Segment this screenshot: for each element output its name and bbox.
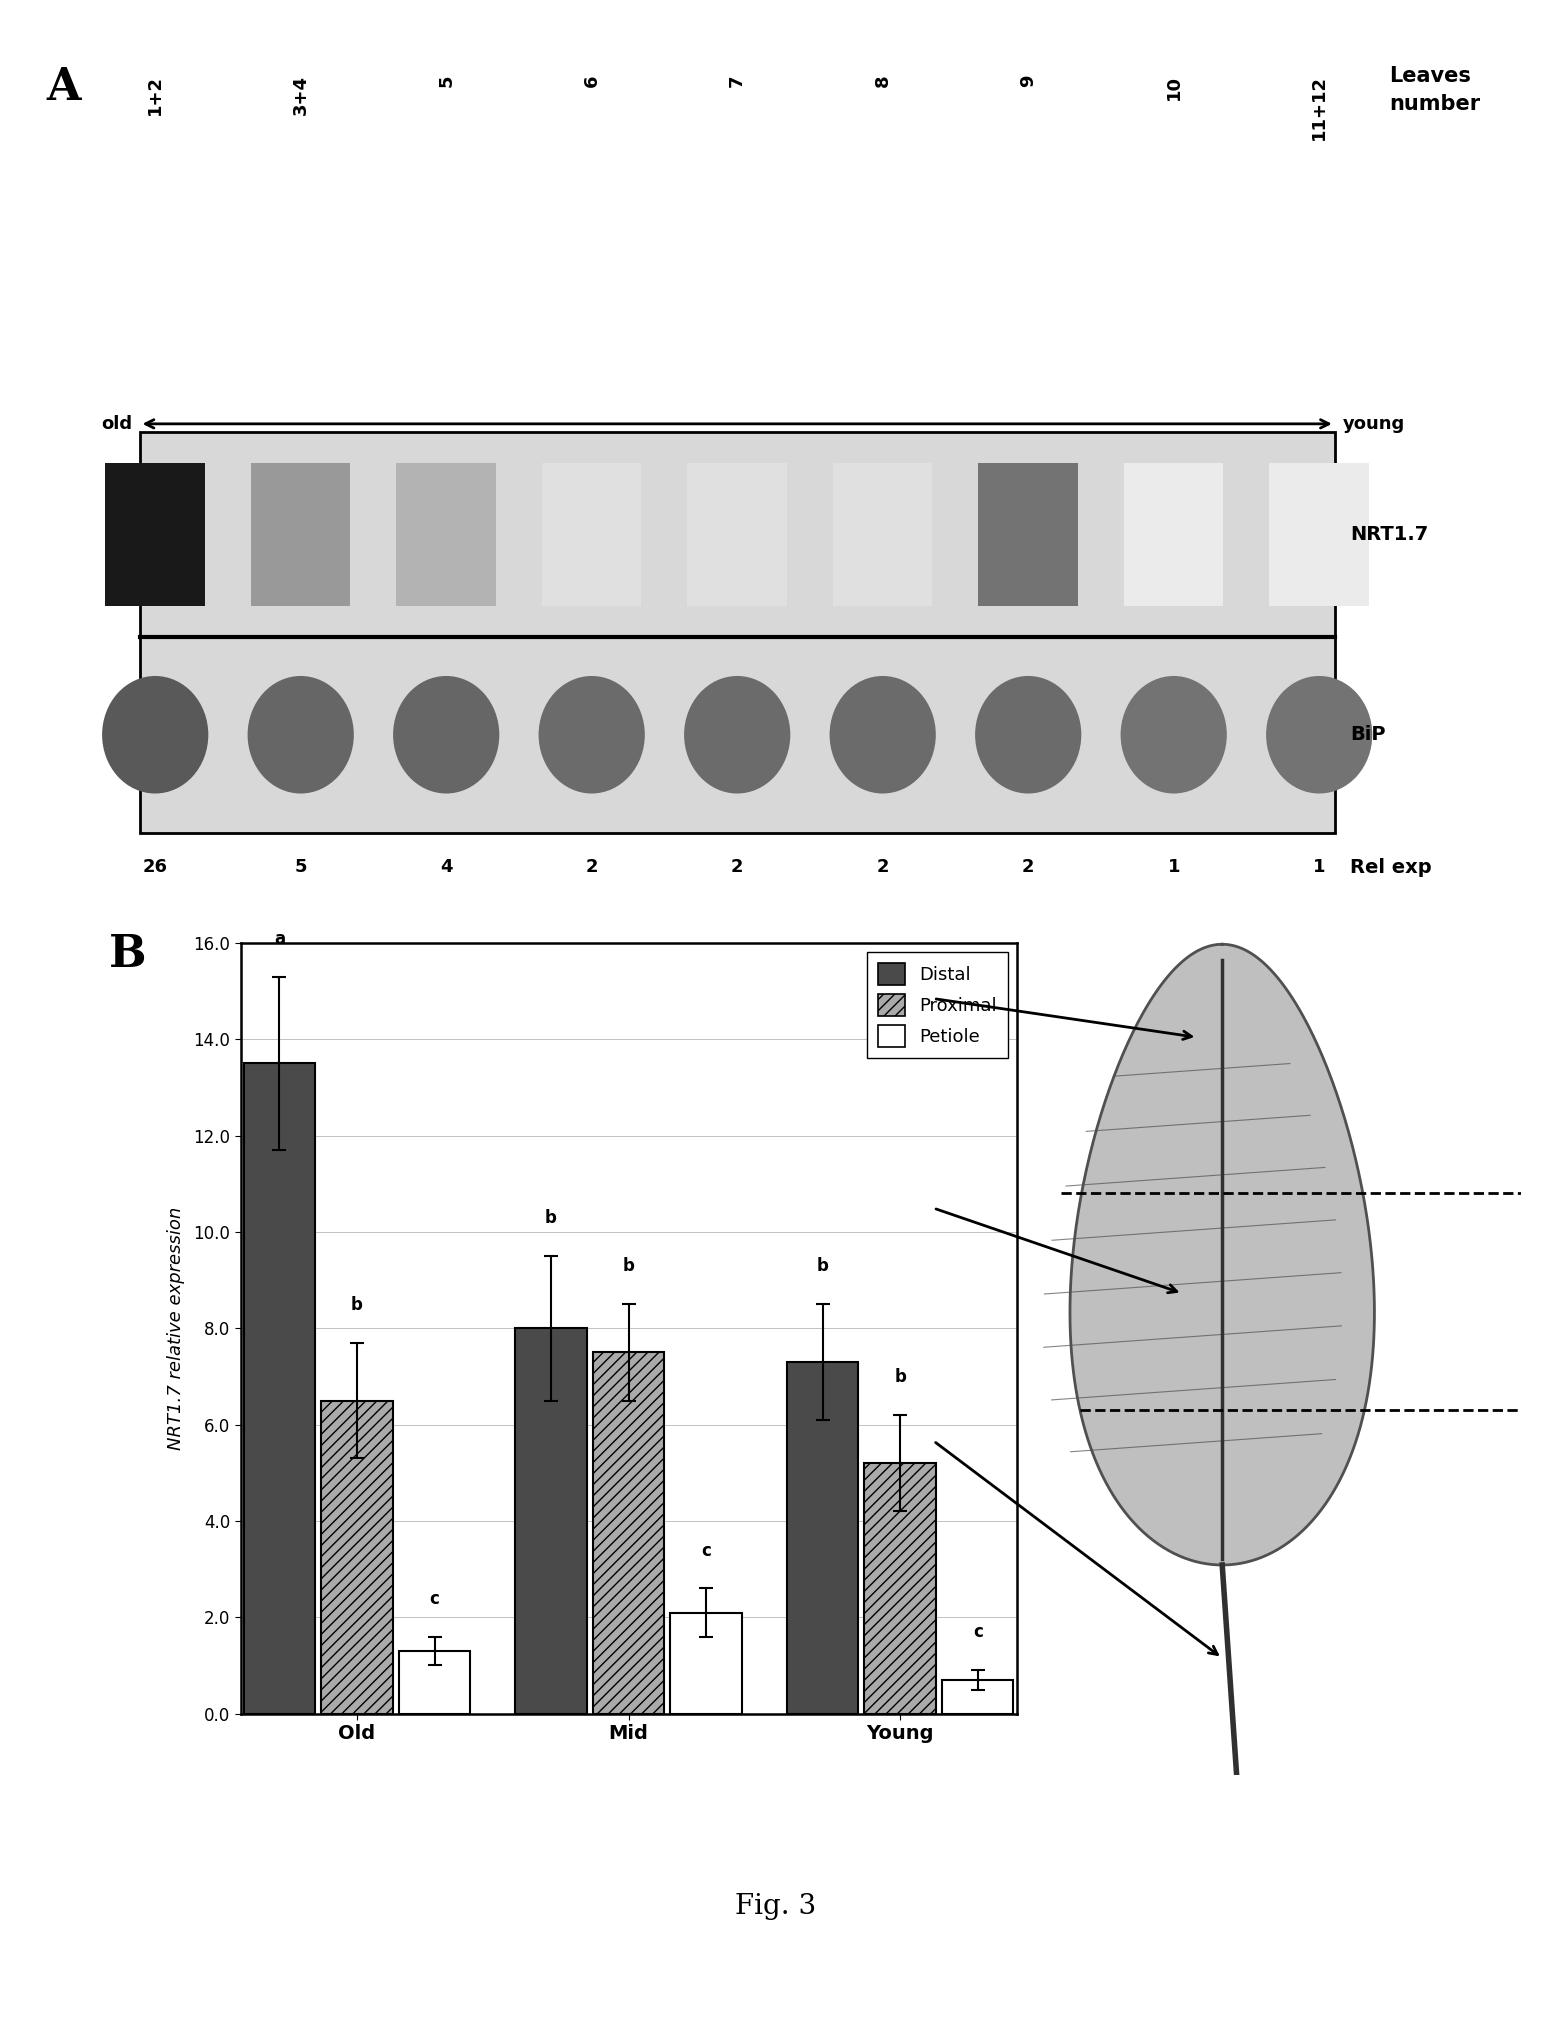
Bar xyxy=(251,462,351,606)
Text: 2: 2 xyxy=(731,858,743,876)
Ellipse shape xyxy=(1266,675,1372,793)
Text: B: B xyxy=(109,933,146,975)
Ellipse shape xyxy=(539,675,644,793)
Text: 1+2: 1+2 xyxy=(146,75,165,116)
Bar xyxy=(942,1679,1013,1714)
Text: 1: 1 xyxy=(1313,858,1325,876)
Bar xyxy=(1124,462,1223,606)
Text: c: c xyxy=(430,1590,439,1608)
Bar xyxy=(787,1363,858,1714)
Text: 5: 5 xyxy=(295,858,307,876)
Text: old: old xyxy=(101,416,132,432)
Text: a: a xyxy=(273,929,286,947)
Text: Fig. 3: Fig. 3 xyxy=(736,1892,816,1921)
Text: 3+4: 3+4 xyxy=(292,75,310,116)
Text: Leaves
number: Leaves number xyxy=(1389,67,1481,114)
Bar xyxy=(670,1612,742,1714)
Text: 26: 26 xyxy=(143,858,168,876)
Text: 8: 8 xyxy=(874,75,892,87)
Text: b: b xyxy=(545,1209,557,1227)
Ellipse shape xyxy=(830,675,936,793)
Text: b: b xyxy=(622,1257,635,1276)
Ellipse shape xyxy=(684,675,790,793)
Text: 5: 5 xyxy=(438,75,455,87)
Legend: Distal, Proximal, Petiole: Distal, Proximal, Petiole xyxy=(866,951,1007,1059)
Ellipse shape xyxy=(248,675,354,793)
Text: c: c xyxy=(973,1622,982,1641)
Bar xyxy=(688,462,787,606)
Bar xyxy=(396,462,497,606)
Bar xyxy=(515,1328,587,1714)
Text: 4: 4 xyxy=(439,858,453,876)
Bar xyxy=(399,1651,470,1714)
Text: A: A xyxy=(47,67,81,110)
Text: Rel exp: Rel exp xyxy=(1350,858,1432,878)
Bar xyxy=(864,1464,936,1714)
Text: 2: 2 xyxy=(585,858,598,876)
Bar xyxy=(244,1063,315,1714)
Text: 11+12: 11+12 xyxy=(1310,75,1329,140)
Text: 6: 6 xyxy=(582,75,601,87)
Text: BiP: BiP xyxy=(1350,726,1386,744)
Text: 2: 2 xyxy=(877,858,889,876)
Text: b: b xyxy=(351,1296,363,1314)
Bar xyxy=(833,462,933,606)
Bar xyxy=(542,462,641,606)
Bar xyxy=(106,462,205,606)
Bar xyxy=(1270,462,1369,606)
Ellipse shape xyxy=(102,675,208,793)
Text: b: b xyxy=(894,1369,906,1387)
Text: c: c xyxy=(702,1541,711,1560)
Text: 2: 2 xyxy=(1021,858,1035,876)
Text: 10: 10 xyxy=(1164,75,1183,99)
Bar xyxy=(140,432,1335,834)
Text: NRT1.7: NRT1.7 xyxy=(1350,525,1428,544)
Ellipse shape xyxy=(975,675,1082,793)
Polygon shape xyxy=(1069,945,1375,1566)
Text: young: young xyxy=(1342,416,1405,432)
Text: b: b xyxy=(816,1257,829,1276)
Bar xyxy=(321,1401,393,1714)
Y-axis label: NRT1.7 relative expression: NRT1.7 relative expression xyxy=(166,1207,185,1450)
Text: 9: 9 xyxy=(1020,75,1037,87)
Bar xyxy=(978,462,1079,606)
Text: 7: 7 xyxy=(728,75,747,87)
Ellipse shape xyxy=(1121,675,1226,793)
Text: 1: 1 xyxy=(1167,858,1180,876)
Bar xyxy=(593,1353,664,1714)
Ellipse shape xyxy=(393,675,500,793)
